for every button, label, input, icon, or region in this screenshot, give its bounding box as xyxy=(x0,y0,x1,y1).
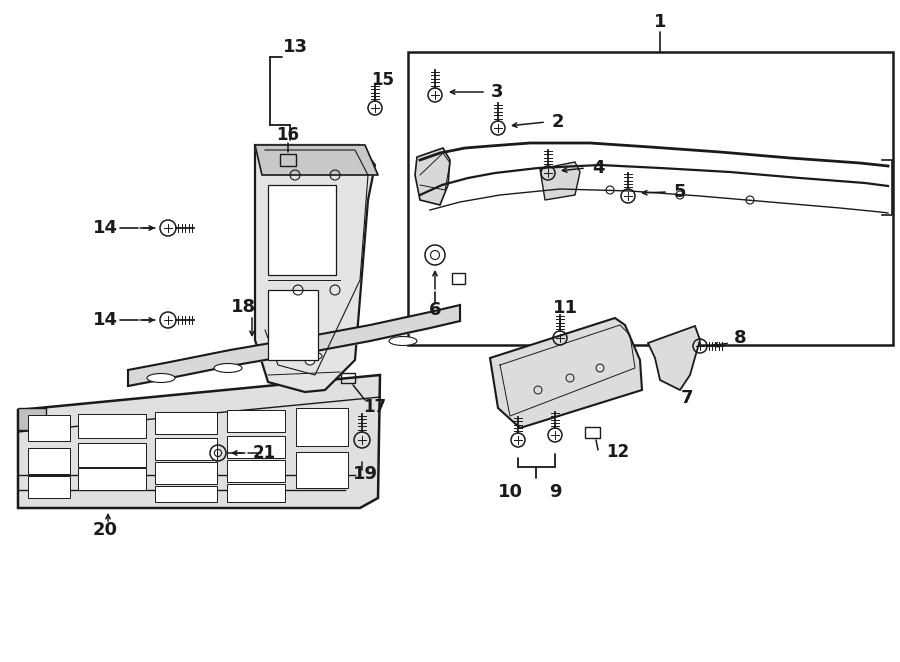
Text: 20: 20 xyxy=(93,521,118,539)
Text: 14: 14 xyxy=(93,219,118,237)
Ellipse shape xyxy=(389,336,417,346)
Bar xyxy=(78,414,146,438)
Text: 14: 14 xyxy=(93,311,118,329)
Text: 17: 17 xyxy=(364,398,387,416)
Bar xyxy=(227,436,285,458)
Bar xyxy=(18,408,46,430)
Bar xyxy=(296,452,348,488)
Ellipse shape xyxy=(214,363,242,373)
Text: 15: 15 xyxy=(372,71,394,89)
Bar xyxy=(452,273,464,283)
Bar xyxy=(227,410,285,432)
Bar xyxy=(78,468,146,490)
Circle shape xyxy=(305,355,315,365)
Polygon shape xyxy=(415,148,450,205)
Bar xyxy=(341,373,355,383)
Text: 18: 18 xyxy=(230,298,256,316)
Polygon shape xyxy=(18,375,380,508)
Text: 10: 10 xyxy=(498,483,523,501)
Text: 9: 9 xyxy=(549,483,562,501)
Bar xyxy=(280,154,296,166)
Text: 4: 4 xyxy=(592,159,604,177)
Bar xyxy=(155,486,217,502)
Ellipse shape xyxy=(147,373,175,383)
Polygon shape xyxy=(255,145,375,392)
Text: 19: 19 xyxy=(353,465,377,483)
Bar xyxy=(408,52,893,345)
Text: 2: 2 xyxy=(552,113,564,131)
Bar xyxy=(268,290,318,360)
Text: 5: 5 xyxy=(674,183,686,201)
Text: 3: 3 xyxy=(491,83,503,101)
Polygon shape xyxy=(255,145,378,175)
Text: 16: 16 xyxy=(276,126,300,144)
Polygon shape xyxy=(540,162,580,200)
Bar xyxy=(155,438,217,460)
Bar xyxy=(227,460,285,482)
Polygon shape xyxy=(648,326,700,390)
Bar xyxy=(227,484,285,502)
Text: 7: 7 xyxy=(680,389,693,407)
Polygon shape xyxy=(490,318,642,428)
Bar xyxy=(584,426,599,438)
Bar xyxy=(28,415,70,441)
Text: 6: 6 xyxy=(428,301,441,319)
Text: 1: 1 xyxy=(653,13,666,31)
Text: 11: 11 xyxy=(553,299,578,317)
Bar xyxy=(296,408,348,446)
Bar xyxy=(268,185,336,275)
Bar xyxy=(155,412,217,434)
Text: 13: 13 xyxy=(283,38,308,56)
Bar xyxy=(155,462,217,484)
Text: 21: 21 xyxy=(252,444,275,462)
Bar xyxy=(78,443,146,467)
Text: 8: 8 xyxy=(734,329,746,347)
Bar xyxy=(28,476,70,498)
Text: 12: 12 xyxy=(607,443,630,461)
Bar xyxy=(28,448,70,474)
Ellipse shape xyxy=(294,352,322,361)
